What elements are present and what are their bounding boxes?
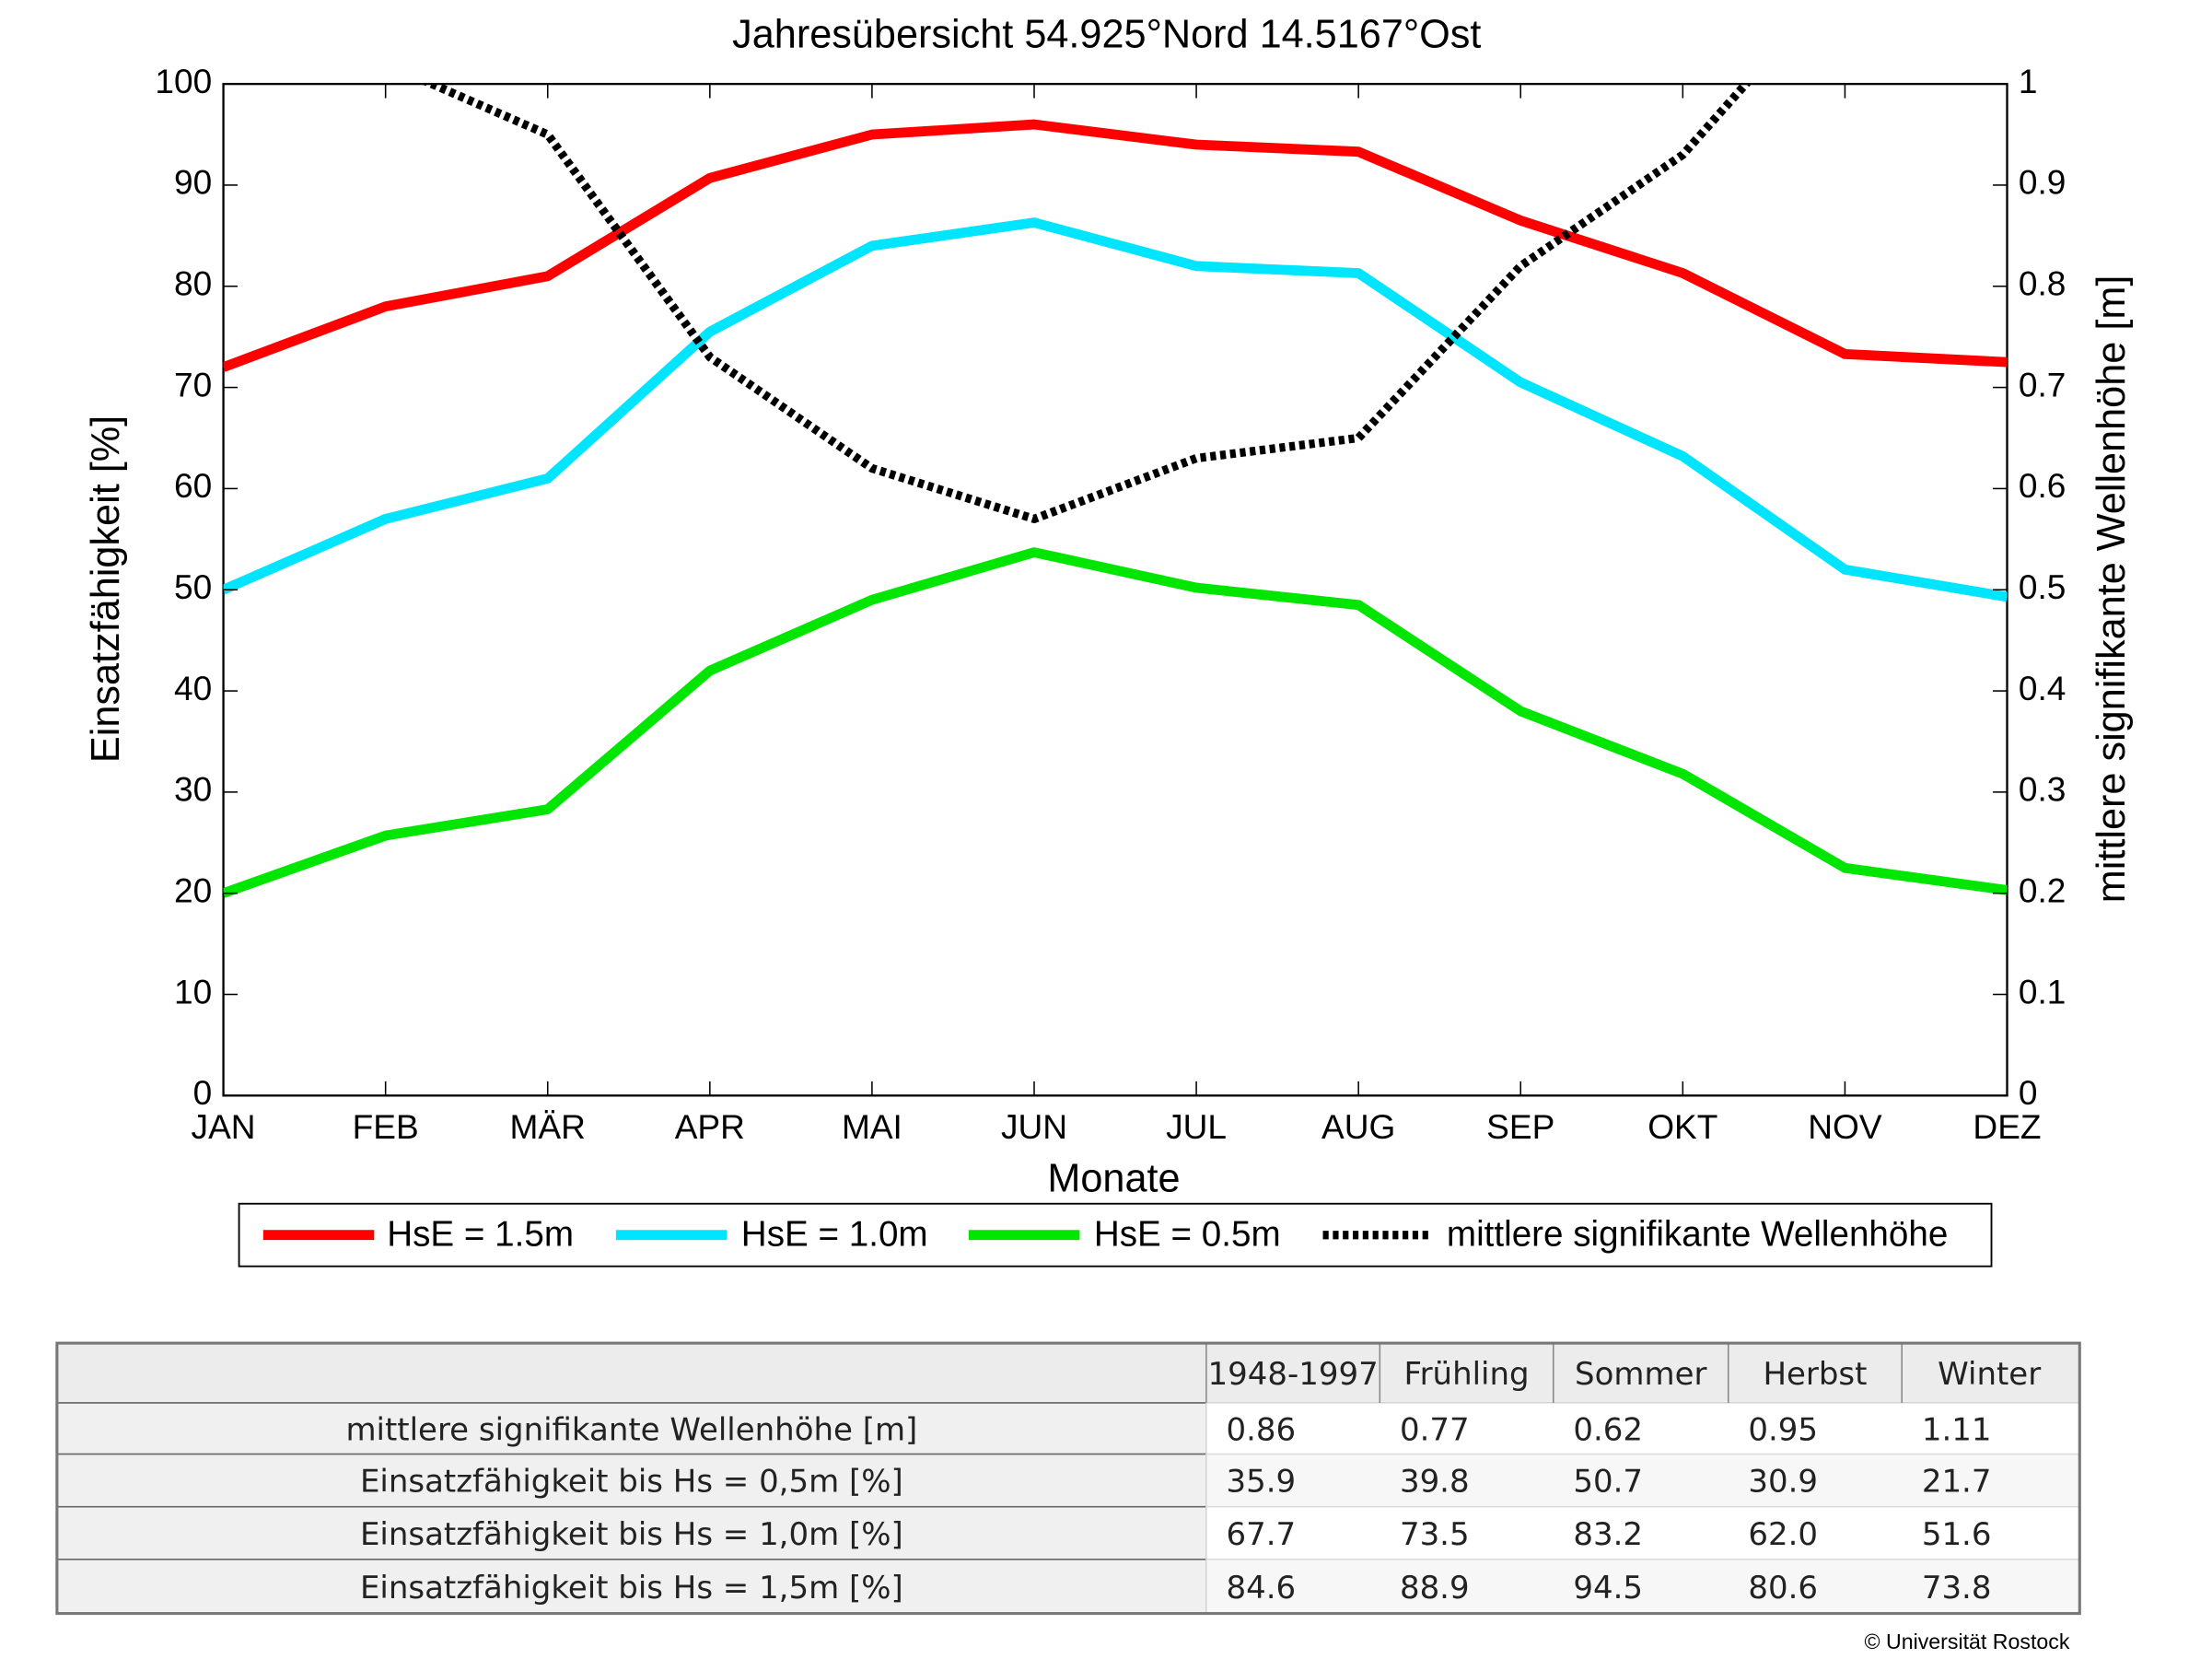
header-cell: 1948-1997 <box>1208 1356 1379 1393</box>
x-tick-label: NOV <box>1808 1107 1882 1146</box>
cell: 62.0 <box>1748 1516 1818 1553</box>
y-tick-label: 80 <box>174 264 212 303</box>
y-axis-label: Einsatzfähigkeit [%] <box>84 415 128 763</box>
table-header-bg <box>56 1342 2081 1404</box>
y-tick-label: 100 <box>155 62 212 100</box>
y-tick-label: 10 <box>174 972 212 1011</box>
cell: 80.6 <box>1748 1570 1818 1606</box>
series-line <box>223 217 2008 602</box>
y2-tick-label: 0.5 <box>2019 567 2066 606</box>
y2-tick-label: 0.6 <box>2019 466 2066 505</box>
y2-tick-label: 0.8 <box>2019 264 2066 303</box>
cell: 0.77 <box>1400 1411 1470 1448</box>
cell: 88.9 <box>1400 1570 1470 1606</box>
y-tick-label: 70 <box>174 365 212 403</box>
y-tick-label: 30 <box>174 770 212 809</box>
y-tick-label: 60 <box>174 466 212 505</box>
footer: © Universität Rostock <box>1864 1630 2069 1653</box>
legend-label: HsE = 0.5m <box>1094 1214 1281 1254</box>
row-label: mittlere signifikante Wellenhöhe [m] <box>345 1411 917 1448</box>
cell: 0.95 <box>1748 1411 1818 1448</box>
y2-axis-label: mittlere signifikante Wellenhöhe [m] <box>2090 275 2134 904</box>
y2-tick-label: 0.9 <box>2019 163 2066 202</box>
series-line <box>223 547 2008 898</box>
x-tick-label: SEP <box>1486 1107 1554 1146</box>
x-tick-label: MAI <box>842 1107 902 1146</box>
x-tick-label: APR <box>675 1107 745 1146</box>
row-label: Einsatzfähigkeit bis Hs = 0,5m [%] <box>360 1464 903 1501</box>
row-label: Einsatzfähigkeit bis Hs = 1,5m [%] <box>360 1570 903 1606</box>
y-tick-label: 50 <box>174 567 212 606</box>
x-tick-label: DEZ <box>1973 1107 2041 1146</box>
x-axis-label: Monate <box>1047 1156 1180 1200</box>
cell: 51.6 <box>1922 1516 1992 1553</box>
y2-tick-label: 0.3 <box>2019 770 2066 809</box>
header-cell: Sommer <box>1575 1356 1706 1393</box>
cell: 0.62 <box>1573 1411 1643 1448</box>
row-value-bg <box>1205 1402 2081 1455</box>
header-cell: Herbst <box>1763 1356 1867 1393</box>
cell: 30.9 <box>1748 1464 1818 1501</box>
header-cell: Frühling <box>1404 1356 1530 1393</box>
y2-tick-label: 0.1 <box>2019 972 2066 1011</box>
series-line <box>223 119 2008 372</box>
legend-label: mittlere signifikante Wellenhöhe <box>1447 1214 1948 1254</box>
y-tick-label: 20 <box>174 870 212 909</box>
x-tick-label: JUN <box>1001 1107 1067 1146</box>
row-value-bg <box>1205 1505 2081 1560</box>
y-tick-label: 90 <box>174 163 212 202</box>
x-tick-label: FEB <box>353 1107 419 1146</box>
cell: 1.11 <box>1922 1411 1992 1448</box>
cell: 84.6 <box>1227 1570 1297 1606</box>
plot-area <box>222 82 2008 1097</box>
row-value-bg <box>1205 1453 2081 1508</box>
row-label: Einsatzfähigkeit bis Hs = 1,0m [%] <box>360 1516 903 1553</box>
legend <box>238 1202 1993 1268</box>
x-tick-label: JAN <box>192 1107 256 1146</box>
row-label-cell <box>56 1402 1207 1455</box>
header-cell: Winter <box>1938 1356 2041 1393</box>
table: mittlere signifikante Wellenhöhe [m] 0.86… <box>55 1341 2081 1616</box>
cell: 35.9 <box>1227 1464 1297 1501</box>
y2-tick-label: 0.7 <box>2019 365 2066 403</box>
x-tick-label: MÄR <box>510 1107 586 1146</box>
legend-label: HsE = 1.5m <box>387 1214 574 1254</box>
cell: 73.5 <box>1400 1516 1470 1553</box>
cell: 83.2 <box>1573 1516 1643 1553</box>
x-tick-label: AUG <box>1321 1107 1395 1146</box>
cell: 94.5 <box>1573 1570 1643 1606</box>
series-line <box>421 84 1752 523</box>
cell: 50.7 <box>1573 1464 1643 1501</box>
cell: 67.7 <box>1227 1516 1297 1553</box>
y-tick-label: 0 <box>193 1073 213 1112</box>
chart-title: Jahresübersicht 54.925°Nord 14.5167°Ost <box>732 13 1481 57</box>
y2-tick-label: 0.2 <box>2019 870 2066 909</box>
row-value-bg <box>1205 1559 2081 1615</box>
cell: 39.8 <box>1400 1464 1470 1501</box>
y2-tick-label: 0.4 <box>2019 669 2066 707</box>
y-tick-label: 40 <box>174 669 212 707</box>
legend-label: HsE = 1.0m <box>741 1214 928 1254</box>
x-tick-label: OKT <box>1647 1107 1717 1146</box>
y2-tick-label: 1 <box>2019 62 2038 100</box>
cell: 21.7 <box>1922 1464 1992 1501</box>
cell: 73.8 <box>1922 1570 1992 1606</box>
cell: 0.86 <box>1227 1411 1297 1448</box>
table-border <box>55 1341 2081 1616</box>
x-tick-label: JUL <box>1166 1107 1227 1146</box>
y2-tick-label: 0 <box>2019 1073 2038 1112</box>
